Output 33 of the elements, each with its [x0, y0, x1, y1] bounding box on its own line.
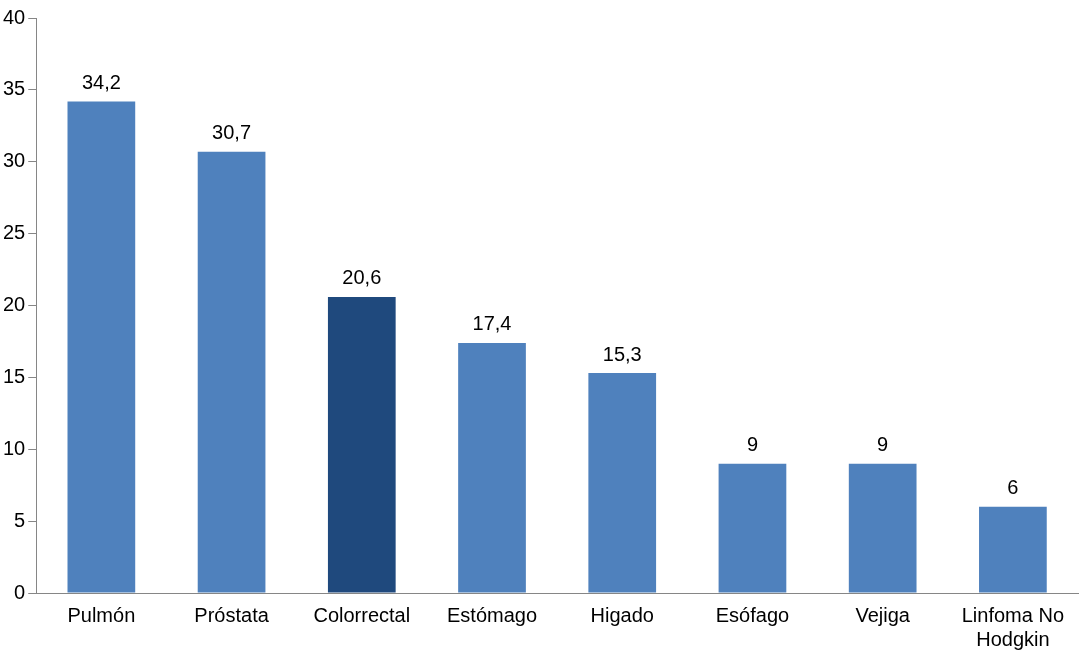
bar — [718, 463, 787, 593]
y-tick-label: 0 — [14, 580, 26, 603]
data-label: 34,2 — [81, 70, 121, 93]
bar — [458, 342, 526, 593]
x-tick-label: Vejiga — [855, 603, 911, 626]
data-label: 20,6 — [342, 266, 382, 289]
bar — [327, 296, 396, 593]
data-label: 9 — [877, 433, 889, 456]
bar — [979, 506, 1047, 593]
x-tick-label: Colorrectal — [313, 603, 411, 626]
data-label: 6 — [1007, 476, 1019, 499]
x-tick-label: Próstata — [194, 603, 270, 626]
y-tick-label: 5 — [14, 508, 26, 531]
data-label: 30,7 — [212, 121, 252, 144]
x-tick-label: Esófago — [715, 603, 790, 626]
y-tick-label: 30 — [3, 149, 26, 172]
y-tick-label: 40 — [3, 5, 26, 28]
x-tick-label: Pulmón — [67, 603, 136, 626]
bar — [197, 151, 266, 593]
data-label: 15,3 — [602, 342, 642, 365]
y-tick-label: 35 — [3, 77, 26, 100]
x-tick-label: Higado — [590, 603, 654, 626]
data-label: 9 — [746, 433, 759, 456]
x-tick-label: Linfoma No Hodgkin — [961, 603, 1065, 650]
y-tick-label: 25 — [3, 221, 26, 244]
bar — [67, 101, 136, 593]
y-tick-label: 15 — [3, 364, 26, 387]
bar — [588, 373, 657, 593]
y-tick-label: 20 — [3, 293, 26, 316]
y-tick-label: 10 — [3, 436, 26, 459]
data-label: 17,4 — [472, 312, 512, 335]
x-tick-label: Estómago — [446, 603, 538, 626]
bar — [848, 463, 917, 593]
